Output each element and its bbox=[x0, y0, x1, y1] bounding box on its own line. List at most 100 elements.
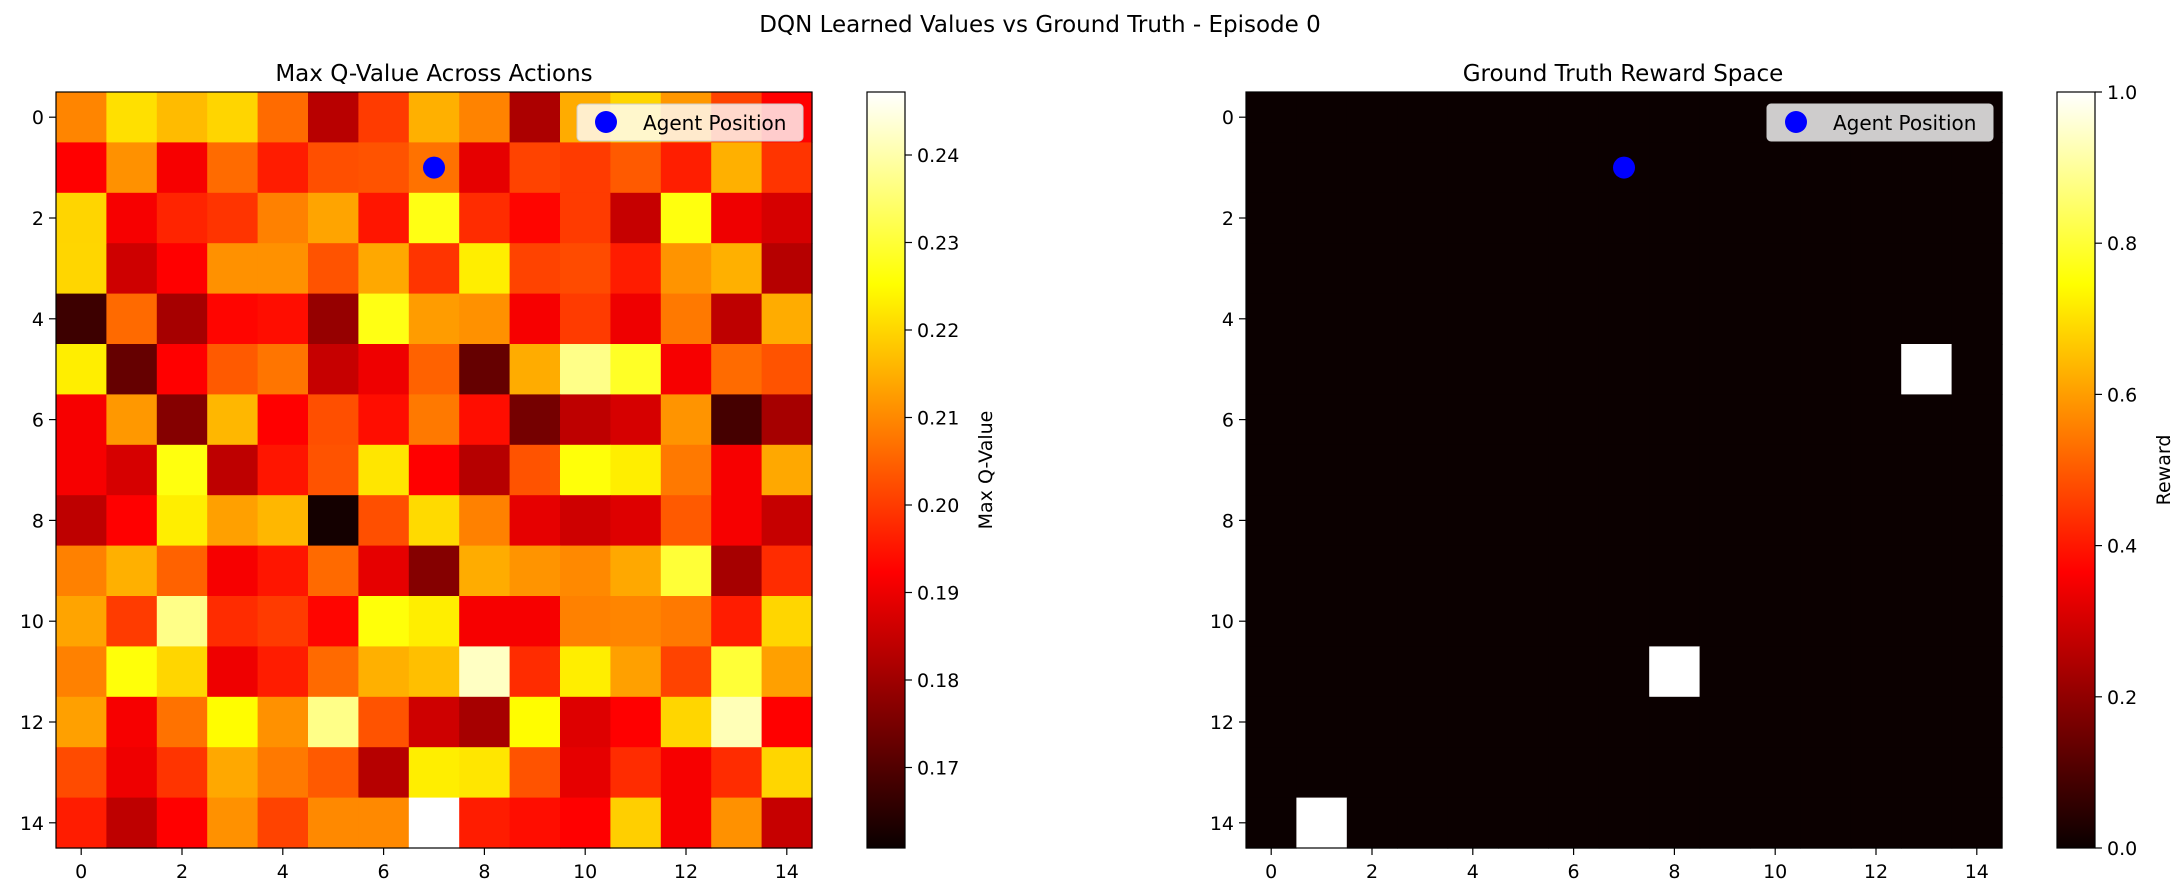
reward-cell bbox=[1598, 495, 1650, 547]
q-value-cell bbox=[509, 495, 561, 547]
q-value-cell bbox=[560, 344, 611, 395]
q-value-panel: Max Q-Value Across Actions 0 2 4 6 8 10 12 14 0… bbox=[20, 61, 997, 883]
reward-cell bbox=[1750, 142, 1801, 194]
q-value-cell bbox=[106, 545, 158, 597]
q-value-cell bbox=[660, 797, 712, 849]
reward-cell bbox=[1699, 92, 1751, 143]
reward-y-tick-label: 6 bbox=[1222, 410, 1234, 432]
q-value-cell bbox=[459, 596, 511, 647]
q-value-y-tick-label: 2 bbox=[32, 208, 44, 230]
q-value-cell bbox=[156, 142, 208, 194]
reward-legend: Agent Position bbox=[1766, 103, 1994, 142]
q-value-cell bbox=[156, 293, 208, 345]
reward-cell bbox=[1649, 344, 1701, 395]
q-value-cell bbox=[56, 696, 107, 748]
reward-colorbar-tick-label: 1.0 bbox=[2107, 82, 2137, 104]
reward-x-tick-label: 10 bbox=[1763, 861, 1787, 883]
reward-panel: Ground Truth Reward Space 0 2 4 6 8 10 12 14 0 2… bbox=[1210, 61, 2175, 883]
q-value-cell bbox=[257, 797, 309, 849]
q-value-cell bbox=[459, 92, 511, 143]
reward-cell bbox=[1598, 646, 1650, 698]
reward-cell bbox=[1699, 646, 1751, 698]
reward-cell bbox=[1598, 545, 1650, 597]
reward-cell bbox=[1346, 394, 1398, 446]
q-value-cell bbox=[660, 293, 712, 345]
reward-cell bbox=[1447, 243, 1499, 295]
q-value-cell bbox=[761, 394, 813, 446]
reward-cell bbox=[1649, 495, 1701, 547]
q-value-cell bbox=[560, 696, 611, 748]
reward-cell bbox=[1850, 646, 1902, 698]
reward-cell bbox=[1901, 444, 1953, 496]
q-value-cell bbox=[711, 394, 763, 446]
reward-cell bbox=[1951, 747, 2003, 799]
q-value-cell bbox=[156, 192, 208, 244]
reward-cell bbox=[1699, 444, 1751, 496]
q-value-cell bbox=[560, 495, 611, 547]
q-value-cell bbox=[408, 192, 460, 244]
q-value-cell bbox=[257, 444, 309, 496]
q-value-cell bbox=[156, 545, 208, 597]
reward-cell bbox=[1296, 293, 1348, 345]
q-value-cell bbox=[56, 444, 107, 496]
q-value-x-tick-label: 2 bbox=[176, 861, 188, 883]
reward-cell bbox=[1346, 92, 1398, 143]
q-value-cell bbox=[106, 747, 158, 799]
q-value-cell bbox=[610, 142, 662, 194]
reward-cell bbox=[1951, 495, 2003, 547]
q-value-cell bbox=[56, 192, 107, 244]
reward-cell bbox=[1246, 797, 1297, 849]
reward-cell bbox=[1447, 92, 1499, 143]
q-value-cell bbox=[207, 596, 259, 647]
q-value-colorbar: 0.17 0.18 0.19 0.20 0.21 0.22 0.23 0.24 Max Q-V… bbox=[866, 91, 997, 849]
q-value-colorbar-tick-label: 0.22 bbox=[917, 320, 959, 342]
reward-cell bbox=[1246, 192, 1297, 244]
reward-cell bbox=[1246, 142, 1297, 194]
q-value-cell bbox=[761, 545, 813, 597]
q-value-cell bbox=[56, 545, 107, 597]
reward-cell bbox=[1346, 192, 1398, 244]
q-value-cell bbox=[610, 646, 662, 698]
reward-y-tick-label: 8 bbox=[1222, 510, 1234, 532]
q-value-y-tick-label: 10 bbox=[20, 611, 44, 633]
reward-cell bbox=[1296, 243, 1348, 295]
reward-cell bbox=[1649, 394, 1701, 446]
q-value-cell bbox=[560, 243, 611, 295]
q-value-cell bbox=[610, 243, 662, 295]
reward-x-tick-label: 14 bbox=[1965, 861, 1989, 883]
reward-cell bbox=[1498, 192, 1549, 244]
q-value-cell bbox=[207, 92, 259, 143]
q-value-cell bbox=[610, 344, 662, 395]
reward-cell bbox=[1901, 495, 1953, 547]
q-value-cell bbox=[408, 596, 460, 647]
q-value-cell bbox=[459, 545, 511, 597]
reward-cell bbox=[1649, 596, 1701, 647]
q-value-colorbar-tick-label: 0.18 bbox=[917, 670, 959, 692]
q-value-cell bbox=[257, 596, 309, 647]
reward-cell bbox=[1246, 92, 1297, 143]
q-value-cell bbox=[308, 444, 359, 496]
reward-y-tick-label: 10 bbox=[1210, 611, 1234, 633]
reward-cell bbox=[1951, 444, 2003, 496]
q-value-cell bbox=[560, 596, 611, 647]
q-value-cell bbox=[711, 444, 763, 496]
q-value-cell bbox=[156, 344, 208, 395]
reward-cell bbox=[1951, 696, 2003, 748]
q-value-cell bbox=[207, 293, 259, 345]
reward-cell bbox=[1548, 495, 1600, 547]
q-value-cell bbox=[560, 444, 611, 496]
q-value-cell bbox=[509, 696, 561, 748]
reward-panel-title: Ground Truth Reward Space bbox=[1463, 61, 1784, 87]
q-value-y-tick-label: 14 bbox=[20, 813, 44, 835]
q-value-cell bbox=[660, 696, 712, 748]
reward-cell bbox=[1397, 696, 1449, 748]
q-value-cell bbox=[711, 646, 763, 698]
q-value-colorbar-ticks: 0.17 0.18 0.19 0.20 0.21 0.22 0.23 0.24 bbox=[905, 145, 959, 780]
reward-cell bbox=[1397, 495, 1449, 547]
reward-cell bbox=[1901, 243, 1953, 295]
q-value-cell bbox=[106, 646, 158, 698]
reward-cell bbox=[1346, 646, 1398, 698]
reward-cell bbox=[1901, 293, 1953, 345]
q-value-colorbar-tick-label: 0.19 bbox=[917, 583, 959, 605]
reward-cell bbox=[1246, 243, 1297, 295]
